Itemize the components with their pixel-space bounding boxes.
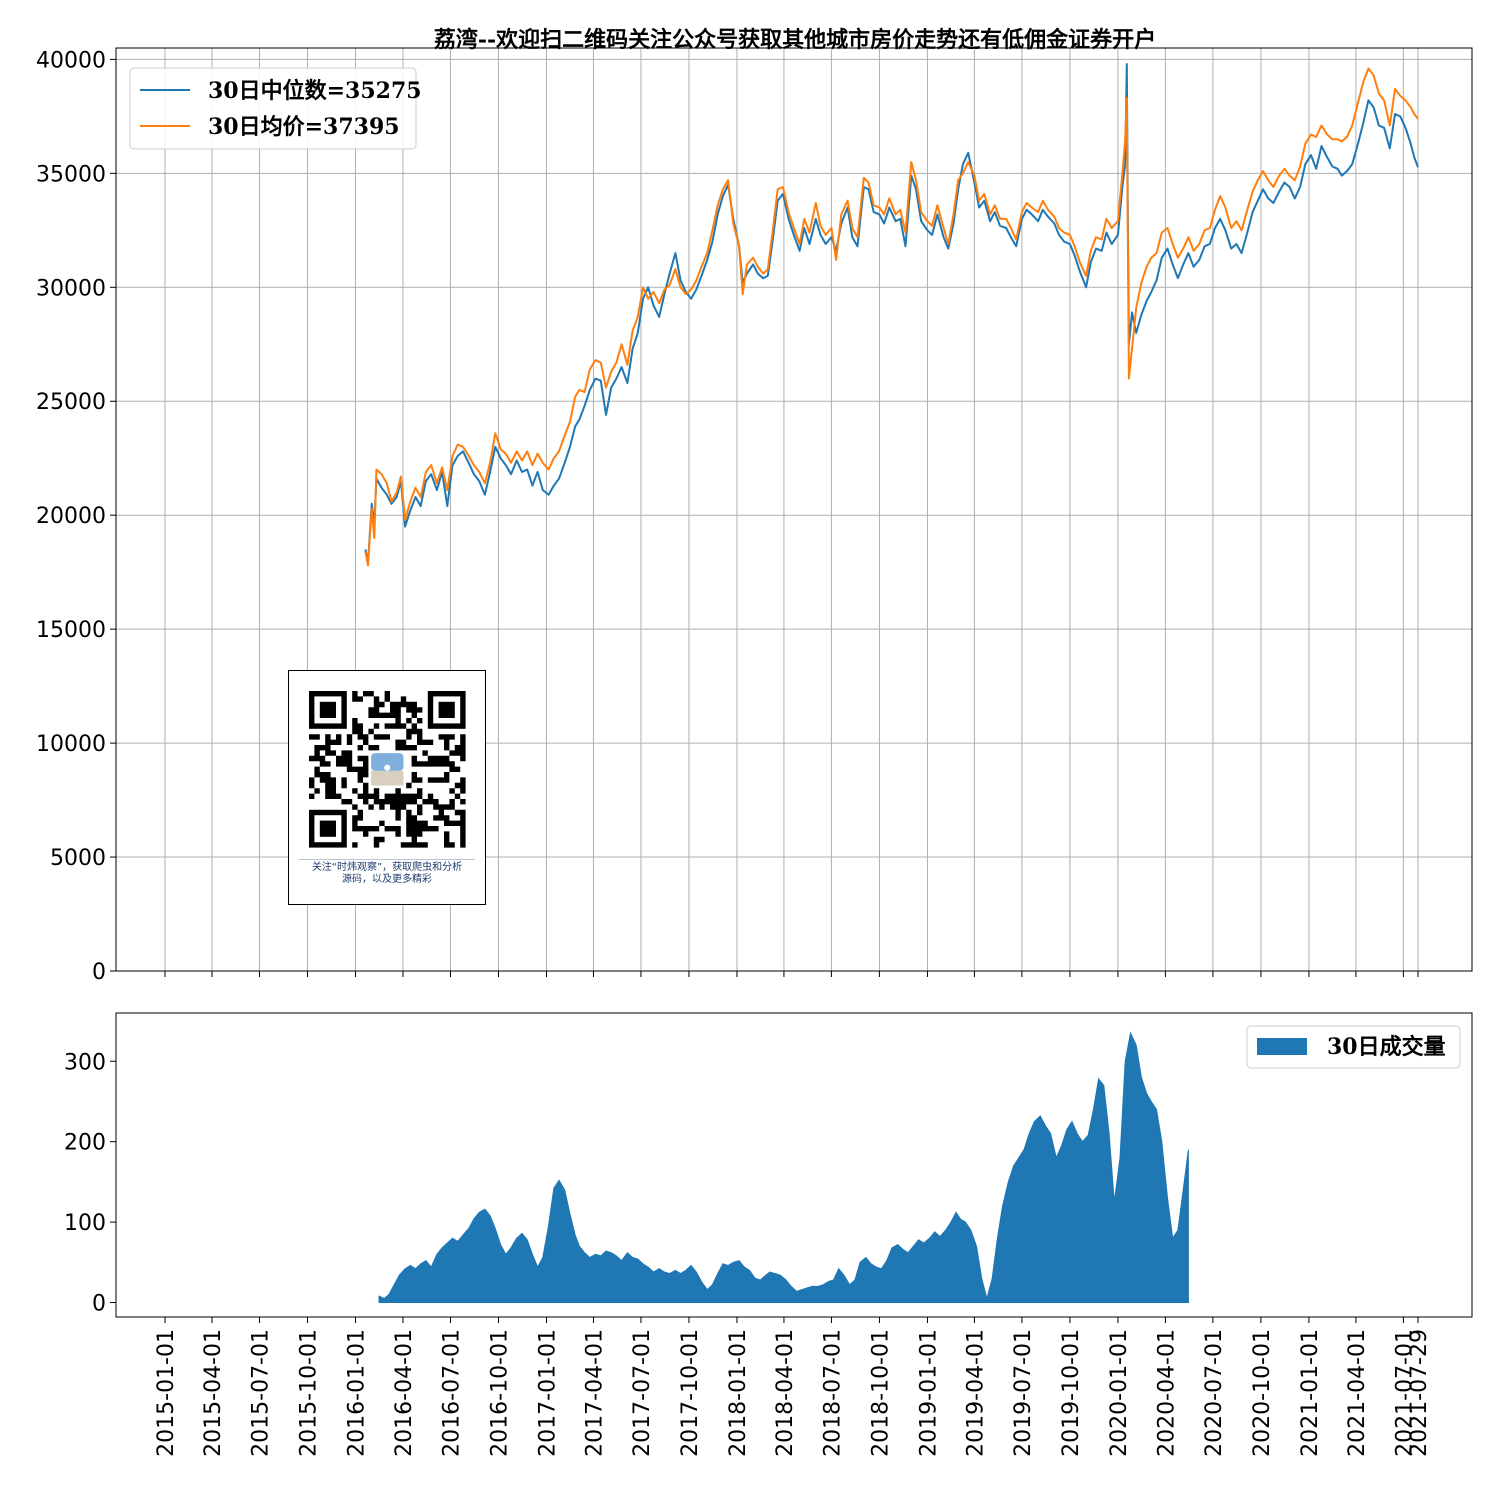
top-y-tick-label: 35000 (36, 162, 106, 187)
x-tick-label: 2016-10-01 (487, 1329, 512, 1457)
x-tick-label: 2017-10-01 (678, 1329, 703, 1457)
x-tick-label: 2019-01-01 (916, 1329, 941, 1457)
legend-label-mean: 30日均价=37395 (208, 114, 400, 140)
x-tick-label: 2016-04-01 (392, 1329, 417, 1457)
qr-caption: 关注“时炜观察”，获取爬虫和分析 源码，以及更多精彩 (299, 859, 475, 886)
x-tick-label: 2020-01-01 (1107, 1329, 1132, 1457)
bottom-axes: 0 100 200 300 2015-01-01 2015-04-01 2015-07-01… (64, 1012, 1473, 1457)
x-tick-label: 2019-07-01 (1011, 1329, 1036, 1457)
top-plot-frame (115, 47, 1473, 972)
qr-caption-line-1: 关注“时炜观察”，获取爬虫和分析 (311, 862, 463, 873)
x-tick-label: 2020-07-01 (1202, 1329, 1227, 1457)
top-y-tick-label: 15000 (36, 618, 106, 643)
x-tick-label: 2017-04-01 (582, 1329, 607, 1457)
bottom-legend: 30日成交量 (1246, 1025, 1461, 1069)
qr-finder-core (319, 701, 336, 718)
x-tick-label: 2019-04-01 (963, 1329, 988, 1457)
x-tick-label: 2018-07-01 (820, 1329, 845, 1457)
bottom-plot-frame (115, 1012, 1473, 1318)
x-tick-label: 2018-10-01 (868, 1329, 893, 1457)
qr-finder-core (319, 820, 336, 837)
series-line-median (364, 63, 1419, 565)
bottom-y-tick-label: 100 (64, 1211, 106, 1236)
x-tick-label: 2021-07-29 (1407, 1329, 1432, 1457)
top-axes: 0 5000 10000 15000 20000 25000 30000 35000 40000 (36, 47, 1473, 985)
top-y-tick-label: 20000 (36, 504, 106, 529)
top-y-tick-label: 10000 (36, 732, 106, 757)
qr-code-image (309, 691, 466, 848)
x-tick-label: 2019-10-01 (1059, 1329, 1084, 1457)
bottom-series-group (378, 1031, 1189, 1303)
x-tick-label: 2017-07-01 (630, 1329, 655, 1457)
top-series-group (364, 63, 1419, 567)
x-tick-label: 2016-07-01 (439, 1329, 464, 1457)
top-y-tick-label: 25000 (36, 390, 106, 415)
volume-area (378, 1031, 1189, 1303)
x-tick-label: 2016-01-01 (344, 1329, 369, 1457)
top-legend-box (129, 67, 417, 150)
top-legend: 30日中位数=35275 30日均价=37395 (129, 67, 422, 150)
qr-code-panel: 关注“时炜观察”，获取爬虫和分析 源码，以及更多精彩 (288, 670, 486, 905)
x-tick-label: 2018-04-01 (773, 1329, 798, 1457)
series-line-mean (364, 67, 1419, 567)
x-tick-label: 2018-01-01 (726, 1329, 751, 1457)
x-tick-label: 2021-01-01 (1298, 1329, 1323, 1457)
x-tick-label: 2020-10-01 (1250, 1329, 1275, 1457)
qr-avatar-sky (371, 753, 404, 771)
x-tick-label: 2021-04-01 (1345, 1329, 1370, 1457)
bottom-legend-box (1246, 1025, 1461, 1069)
qr-avatar-figure (384, 764, 391, 771)
x-tick-label: 2015-01-01 (154, 1329, 179, 1457)
qr-caption-line-2: 源码，以及更多精彩 (342, 874, 432, 885)
x-tick-label: 2015-04-01 (201, 1329, 226, 1457)
top-y-tick-label: 40000 (36, 48, 106, 73)
top-y-tick-label: 30000 (36, 276, 106, 301)
chart-title: 荔湾--欢迎扫二维码关注公众号获取其他城市房价走势还有低佣金证券开户 (434, 27, 1156, 53)
legend-swatch-volume (1257, 1038, 1307, 1055)
x-tick-label: 2015-10-01 (296, 1329, 321, 1457)
x-tick-label: 2015-07-01 (248, 1329, 273, 1457)
x-tick-label: 2020-04-01 (1154, 1329, 1179, 1457)
qr-avatar-beach (371, 770, 404, 786)
bottom-y-tick-label: 0 (92, 1292, 106, 1317)
bottom-y-tick-label: 300 (64, 1050, 106, 1075)
top-y-tick-label: 5000 (50, 846, 106, 871)
legend-label-median: 30日中位数=35275 (208, 78, 422, 104)
legend-label-volume: 30日成交量 (1327, 1034, 1446, 1060)
x-tick-label: 2021-07-01 (1392, 1329, 1417, 1457)
x-tick-label: 2017-01-01 (535, 1329, 560, 1457)
bottom-y-tick-label: 200 (64, 1131, 106, 1156)
qr-finder-core (438, 701, 455, 718)
top-y-tick-label: 0 (92, 960, 106, 985)
